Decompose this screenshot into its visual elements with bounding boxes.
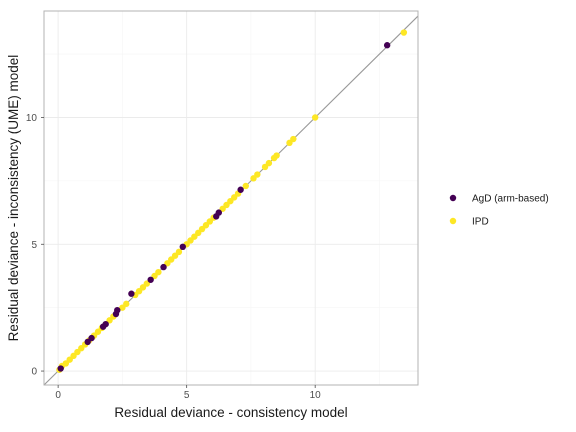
- data-point-ipd: [311, 114, 319, 121]
- legend-label-agd: AgD (arm-based): [472, 194, 549, 205]
- data-point-agd: [102, 320, 109, 328]
- data-point-agd: [160, 263, 167, 271]
- data-point-agd: [88, 334, 95, 342]
- legend-marker-agd: [449, 194, 457, 202]
- y-tick-label: 5: [31, 240, 37, 251]
- legend: AgD (arm-based) IPD: [449, 194, 549, 228]
- panel-border: [43, 10, 419, 386]
- x-axis-title: Residual deviance - consistency model: [114, 405, 347, 420]
- data-point-ipd: [175, 248, 183, 256]
- x-tick-label: 0: [55, 390, 61, 401]
- data-point-ipd: [254, 171, 261, 178]
- data-point-ipd: [155, 268, 162, 276]
- data-point-ipd: [242, 182, 249, 190]
- data-point-agd: [215, 209, 222, 216]
- x-axis-ticks: 0 5 10: [55, 385, 321, 401]
- x-tick-label: 10: [310, 390, 322, 401]
- data-point-ipd: [265, 159, 273, 167]
- data-point-ipd: [123, 300, 130, 308]
- data-point-ipd: [290, 135, 297, 143]
- data-point-agd: [383, 42, 391, 49]
- data-point-agd: [57, 365, 64, 372]
- data-point-agd: [179, 243, 187, 251]
- grid-lines: [44, 11, 418, 385]
- y-axis-title: Residual deviance - inconsistency (UME) …: [6, 55, 21, 342]
- x-tick-label: 5: [184, 390, 190, 401]
- y-tick-label: 10: [26, 113, 38, 124]
- y-axis-ticks: 0 5 10: [26, 113, 44, 378]
- legend-marker-ipd: [449, 217, 457, 225]
- data-points: [56, 29, 408, 373]
- data-point-ipd: [273, 152, 280, 159]
- legend-label-ipd: IPD: [472, 217, 489, 228]
- data-point-agd: [147, 276, 154, 283]
- y-tick-label: 0: [31, 367, 37, 378]
- data-point-agd: [114, 307, 121, 314]
- data-point-agd: [128, 290, 135, 297]
- data-point-ipd: [400, 29, 408, 36]
- data-point-agd: [237, 186, 244, 193]
